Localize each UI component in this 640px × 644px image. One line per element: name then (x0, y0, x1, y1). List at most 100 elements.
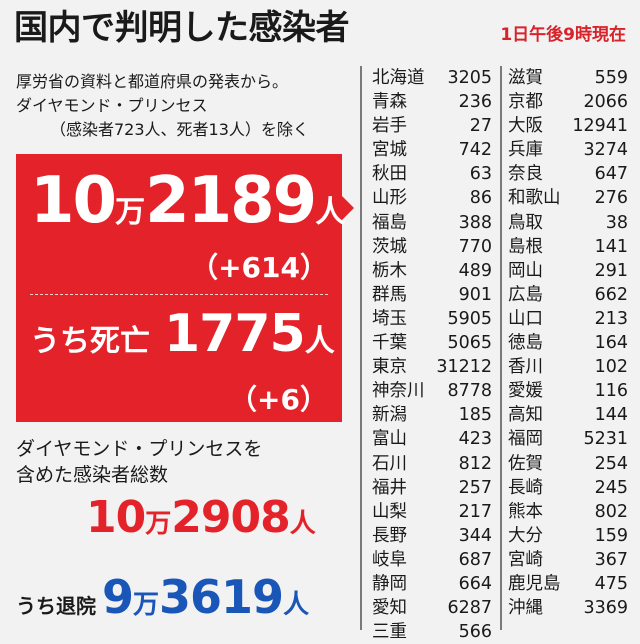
prefecture-row: 愛知 6287 (372, 596, 492, 620)
prefecture-name: 大分 (508, 525, 543, 546)
pointer-arrow (342, 196, 354, 220)
prefecture-count: 475 (594, 573, 628, 594)
prefecture-name: 福岡 (508, 429, 543, 450)
prefecture-name: 京都 (508, 92, 543, 113)
prefecture-row: 東京 31212 (372, 355, 492, 379)
prefecture-count: 6287 (447, 598, 492, 619)
prefecture-name: 千葉 (372, 333, 407, 354)
prefecture-count: 257 (458, 477, 492, 498)
prefecture-row: 富山 423 (372, 427, 492, 451)
prefecture-count: 86 (469, 188, 492, 209)
column-divider (360, 66, 362, 630)
prefecture-name: 沖縄 (508, 598, 543, 619)
prefecture-name: 石川 (372, 453, 407, 474)
including-total-part1: 10 (86, 492, 146, 543)
prefecture-name: 岐阜 (372, 549, 407, 570)
discharged-part1: 9 (102, 570, 134, 624)
prefecture-name: 滋賀 (508, 68, 543, 88)
prefecture-count: 3274 (583, 140, 628, 161)
prefecture-name: 神奈川 (372, 381, 425, 402)
prefecture-row: 栃木 489 (372, 259, 492, 283)
prefecture-count: 367 (594, 549, 628, 570)
prefecture-name: 長野 (372, 525, 407, 546)
prefecture-row: 岡山 291 (508, 259, 628, 283)
prefecture-count: 559 (594, 68, 628, 88)
prefecture-count: 291 (594, 260, 628, 281)
discharged-unit-nin: 人 (283, 590, 310, 620)
prefecture-count: 159 (594, 525, 628, 546)
prefecture-name: 宮崎 (508, 549, 543, 570)
source-line: （感染者723人、死者13人）を除く (50, 120, 309, 139)
including-total: 10万2908人 (86, 492, 316, 543)
prefecture-name: 静岡 (372, 573, 407, 594)
divider (30, 294, 328, 295)
prefecture-name: 徳島 (508, 333, 543, 354)
prefecture-name: 佐賀 (508, 453, 543, 474)
prefecture-row: 静岡 664 (372, 572, 492, 596)
prefecture-count: 566 (458, 622, 492, 643)
prefecture-row: 北海道 3205 (372, 66, 492, 90)
prefecture-count: 5065 (447, 333, 492, 354)
prefecture-row: 秋田 63 (372, 162, 492, 186)
prefecture-name: 広島 (508, 284, 543, 305)
main-total-panel: 10万2189人 （+614） うち死亡 1775人 （+6） (16, 154, 354, 422)
prefecture-name: 長崎 (508, 477, 543, 498)
prefecture-row: 佐賀 254 (508, 452, 628, 476)
prefecture-row: 長崎 245 (508, 476, 628, 500)
prefecture-row: 鹿児島 475 (508, 572, 628, 596)
prefecture-name: 北海道 (372, 68, 425, 88)
prefecture-row: 京都 2066 (508, 90, 628, 114)
page-title: 国内で判明した感染者 (14, 8, 350, 48)
prefecture-row: 島根 141 (508, 235, 628, 259)
prefecture-count: 3205 (447, 68, 492, 88)
prefecture-count: 164 (594, 333, 628, 354)
discharged-label: うち退院 (16, 594, 96, 618)
prefecture-row: 群馬 901 (372, 283, 492, 307)
prefecture-name: 和歌山 (508, 188, 561, 209)
prefecture-count: 254 (594, 453, 628, 474)
prefecture-row: 鳥取 38 (508, 211, 628, 235)
prefecture-count: 3369 (583, 598, 628, 619)
prefecture-count: 812 (458, 453, 492, 474)
main-total-part1: 10 (30, 164, 117, 238)
prefecture-name: 秋田 (372, 164, 407, 185)
prefecture-count: 12941 (572, 116, 628, 137)
prefecture-name: 愛媛 (508, 381, 543, 402)
prefecture-count: 662 (594, 284, 628, 305)
prefecture-name: 香川 (508, 357, 543, 378)
deaths-value: 1775 (164, 304, 306, 364)
prefecture-count: 901 (458, 284, 492, 305)
prefecture-count: 770 (458, 236, 492, 257)
prefecture-row: 和歌山 276 (508, 186, 628, 210)
prefecture-name: 群馬 (372, 284, 407, 305)
main-total-part2: 2189 (145, 164, 317, 238)
prefecture-row: 大阪 12941 (508, 114, 628, 138)
main-total-unit-man: 万 (115, 195, 146, 230)
prefecture-name: 兵庫 (508, 140, 543, 161)
main-total: 10万2189人 (30, 164, 345, 238)
prefecture-name: 鹿児島 (508, 573, 561, 594)
prefecture-row: 長野 344 (372, 524, 492, 548)
prefecture-row: 広島 662 (508, 283, 628, 307)
prefecture-count: 31212 (436, 357, 492, 378)
prefecture-row: 滋賀 559 (508, 66, 628, 90)
prefecture-count: 245 (594, 477, 628, 498)
prefecture-count: 236 (458, 92, 492, 113)
prefecture-count: 213 (594, 308, 628, 329)
prefecture-count: 647 (594, 164, 628, 185)
including-total-unit-man: 万 (145, 509, 172, 539)
prefecture-count: 38 (605, 212, 628, 233)
prefecture-row: 山口 213 (508, 307, 628, 331)
prefecture-row: 宮城 742 (372, 138, 492, 162)
prefecture-row: 香川 102 (508, 355, 628, 379)
prefecture-name: 福井 (372, 477, 407, 498)
prefecture-row: 山梨 217 (372, 500, 492, 524)
prefecture-name: 富山 (372, 429, 407, 450)
prefecture-count: 388 (458, 212, 492, 233)
prefecture-count: 2066 (583, 92, 628, 113)
prefecture-count: 664 (458, 573, 492, 594)
prefecture-row: 福井 257 (372, 476, 492, 500)
prefecture-row: 愛媛 116 (508, 379, 628, 403)
prefecture-name: 熊本 (508, 501, 543, 522)
prefecture-count: 185 (458, 405, 492, 426)
